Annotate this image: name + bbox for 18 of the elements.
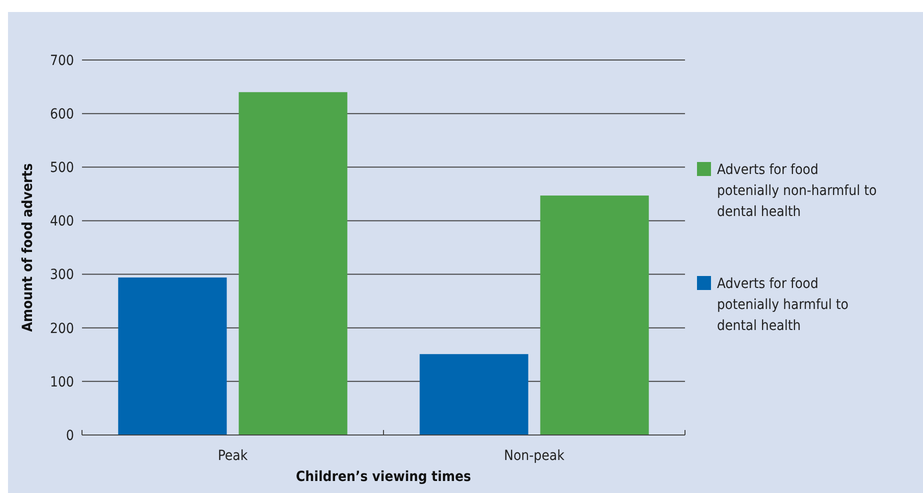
- y-tick-label: 600: [50, 106, 74, 122]
- y-tick-label: 0: [66, 428, 74, 444]
- y-tick-label: 300: [50, 267, 74, 284]
- y-tick-label: 200: [50, 320, 74, 337]
- bar: [238, 92, 348, 435]
- x-tick-label: Peak: [218, 448, 248, 464]
- x-tick-label: Non-peak: [504, 448, 566, 464]
- y-tick-label: 700: [50, 52, 74, 69]
- y-axis-title: Amount of food adverts: [20, 163, 36, 332]
- legend-label: Adverts for food potenially non-harmful to dental health: [717, 162, 878, 220]
- y-tick-label: 400: [50, 214, 74, 230]
- y-tick-label: 100: [50, 374, 74, 390]
- bar: [540, 196, 649, 435]
- y-tick-label: 500: [50, 160, 74, 176]
- legend-label: Adverts for food potenially harmful to dental health: [717, 276, 849, 334]
- x-axis-title: Children’s viewing times: [296, 469, 472, 485]
- bar: [118, 278, 227, 435]
- bar: [420, 354, 528, 435]
